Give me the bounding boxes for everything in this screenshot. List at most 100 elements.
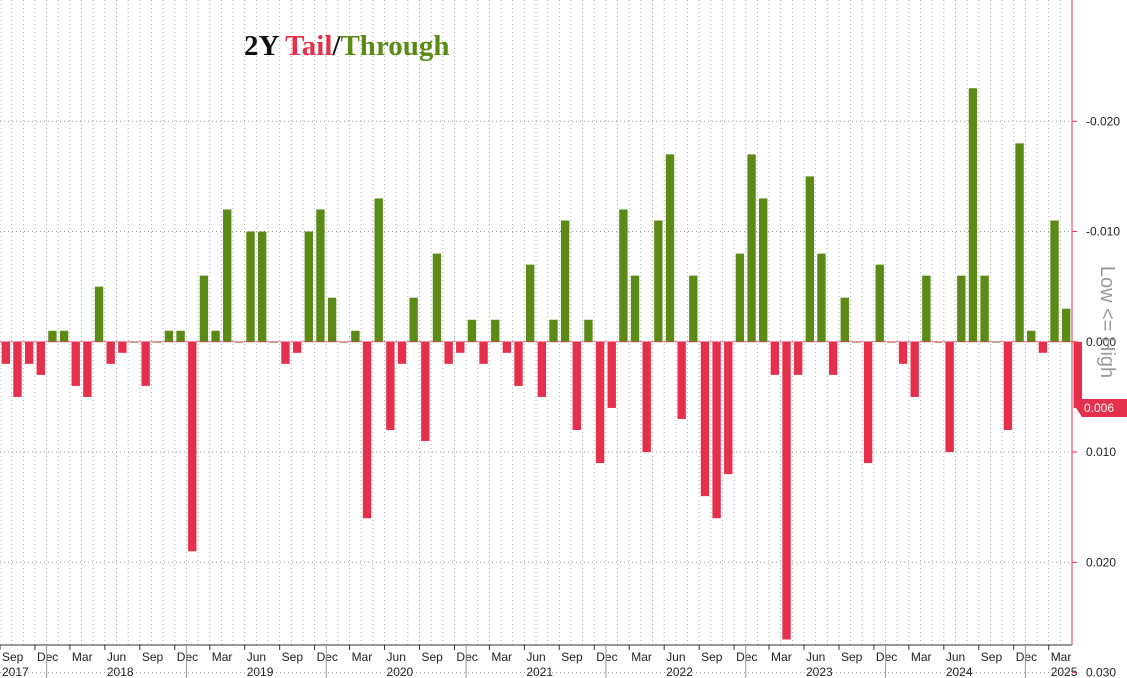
x-year-label: 2022: [666, 665, 693, 678]
through-bar: [957, 275, 966, 342]
tail-bar: [386, 341, 395, 430]
through-bar: [339, 341, 348, 343]
through-bar: [432, 253, 442, 342]
through-bar: [409, 297, 418, 342]
x-tick-label: Dec: [177, 650, 198, 664]
through-bar: [689, 275, 698, 342]
tail-bar: [13, 341, 22, 397]
title-tenor: 2Y: [244, 30, 280, 62]
through-bar: [1050, 220, 1059, 342]
through-bar: [199, 275, 209, 342]
through-bar: [164, 330, 174, 342]
x-tick-label: Jun: [666, 650, 685, 664]
through-bar: [747, 154, 756, 342]
tail-bar: [479, 341, 488, 364]
through-bar: [304, 231, 313, 342]
x-tick-label: Dec: [456, 650, 477, 664]
through-bar: [933, 341, 943, 343]
through-bar: [351, 330, 360, 342]
through-bar: [129, 341, 139, 343]
y-tick-label: 0.020: [1086, 555, 1116, 569]
tail-bar: [595, 341, 605, 464]
tail-bar: [724, 341, 733, 475]
through-bar: [980, 275, 989, 342]
through-bar: [1027, 330, 1036, 342]
tail-bar: [945, 341, 954, 453]
last-value-tag: 0.006: [1076, 398, 1127, 417]
through-bar: [316, 209, 325, 342]
chart-title: 2Y Tail/Through: [244, 30, 450, 62]
last-value-tag-shape: [1076, 398, 1127, 417]
x-tick-label: Sep: [421, 650, 443, 664]
through-bar: [549, 319, 558, 342]
tail-bar: [1, 341, 11, 364]
x-tick-label: Jun: [946, 650, 965, 664]
x-year-label: 2023: [806, 665, 833, 678]
x-year-label: 2019: [247, 665, 274, 678]
tail-bar: [863, 341, 873, 464]
x-year-label: 2024: [946, 665, 973, 678]
tail-bar: [1038, 341, 1048, 353]
tail-bar: [537, 341, 547, 397]
through-bar: [223, 209, 232, 342]
title-through: Through: [340, 30, 449, 62]
y-tick-label: -0.010: [1086, 225, 1120, 239]
x-tick-label: Jun: [806, 650, 825, 664]
tail-bar: [444, 341, 453, 364]
through-bar: [817, 253, 826, 342]
tail-bar: [456, 341, 465, 353]
x-tick-label: Sep: [142, 650, 164, 664]
tail-bar: [24, 341, 34, 364]
x-tick-label: Dec: [37, 650, 58, 664]
tail-bar: [362, 341, 372, 519]
x-year-label: 2025: [1051, 665, 1078, 678]
tail-bar: [118, 341, 127, 353]
through-bar: [48, 330, 57, 342]
tail-bar: [106, 341, 115, 364]
through-bar: [992, 341, 1001, 343]
x-tick-label: Jun: [526, 650, 545, 664]
x-tick-label: Mar: [911, 650, 932, 664]
through-bar: [630, 275, 640, 342]
through-bar: [257, 231, 267, 342]
y-tick-label: -0.020: [1086, 114, 1120, 128]
y-tick-label: 0.030: [1086, 666, 1116, 678]
tail-bar: [607, 341, 616, 408]
x-tick-label: Dec: [317, 650, 338, 664]
through-bar: [922, 275, 931, 342]
through-bar: [94, 286, 104, 342]
tail-bar: [782, 341, 791, 640]
through-bar: [805, 176, 815, 342]
x-tick-label: Sep: [841, 650, 863, 664]
tail-bar: [828, 341, 838, 375]
through-bar: [887, 341, 896, 343]
x-tick-label: Sep: [282, 650, 304, 664]
x-tick-label: Sep: [981, 650, 1003, 664]
x-year-label: 2021: [526, 665, 553, 678]
x-tick-label: Mar: [72, 650, 93, 664]
x-tick-label: Dec: [736, 650, 757, 664]
x-year-label: 2018: [107, 665, 134, 678]
through-bar: [968, 88, 978, 342]
tail-bar: [36, 341, 45, 375]
tail-bar: [642, 341, 651, 453]
tail-bar: [898, 341, 908, 364]
through-bar: [59, 330, 69, 342]
through-bar: [654, 220, 663, 342]
through-bar: [467, 319, 477, 342]
x-tick-label: Mar: [491, 650, 512, 664]
y-axis-title: Low <= High: [1096, 266, 1118, 378]
through-bar: [525, 264, 535, 342]
through-bar: [584, 319, 593, 342]
through-bar: [1061, 308, 1071, 342]
tail-bar: [793, 341, 803, 375]
tail-bar: [281, 341, 290, 364]
tail-bar: [83, 341, 92, 397]
through-bar: [234, 341, 244, 343]
through-bar: [1015, 143, 1024, 342]
title-tail: Tail: [285, 30, 332, 62]
through-bar: [269, 341, 279, 343]
x-tick-label: Mar: [1051, 650, 1072, 664]
tail-bar: [292, 341, 302, 353]
through-bar: [327, 297, 337, 342]
